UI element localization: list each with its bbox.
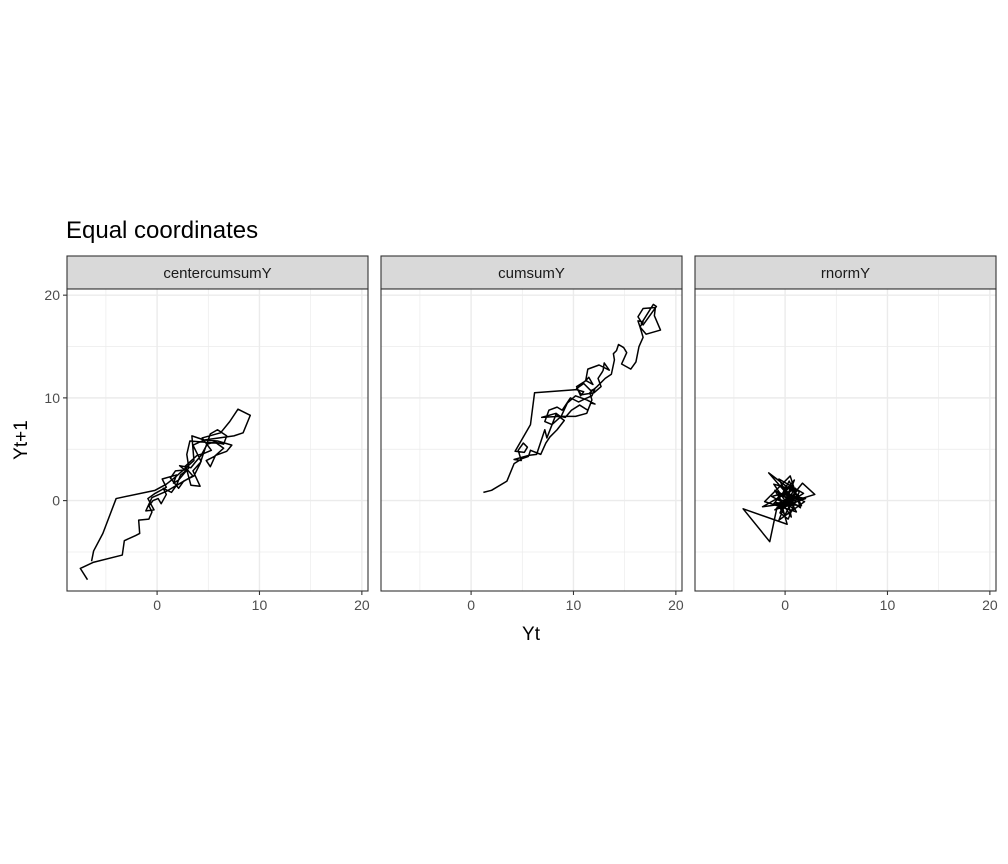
x-tick-label: 0 <box>781 597 789 613</box>
x-tick-label: 20 <box>982 597 998 613</box>
facet-strip <box>694 255 997 290</box>
y-tick-label: 20 <box>44 287 60 303</box>
facet-panels: centercumsumY cumsumY rnormY <box>66 255 997 592</box>
panel-border <box>66 288 369 592</box>
panel-border <box>694 288 997 592</box>
x-tick-label: 0 <box>467 597 475 613</box>
y-axis-title: Yt+1 <box>11 420 32 460</box>
y-tick-label: 0 <box>52 493 60 509</box>
y-tick-label: 10 <box>44 390 60 406</box>
x-tick-label: 10 <box>880 597 896 613</box>
panel-background <box>67 289 368 591</box>
x-axis-title: Yt <box>522 624 541 645</box>
facet-strip-label: rnormY <box>821 265 870 282</box>
panel-background <box>381 289 682 591</box>
x-tick-label: 20 <box>354 597 370 613</box>
panel-background <box>695 289 996 591</box>
chart-title: Equal coordinates <box>66 217 258 244</box>
x-tick-label: 10 <box>252 597 268 613</box>
x-tick-label: 20 <box>668 597 684 613</box>
series-line-cumsumY <box>483 303 662 494</box>
facet-strip <box>66 255 369 290</box>
panel-border <box>380 288 683 592</box>
x-axes: 0 10 20 0 10 20 0 10 20 <box>153 591 998 613</box>
x-tick-label: 10 <box>566 597 582 613</box>
series-line-centercumsumY <box>79 408 252 581</box>
x-tick-label: 0 <box>153 597 161 613</box>
facet-panel-centercumsumY: centercumsumY <box>66 255 369 592</box>
facet-panel-cumsumY: cumsumY <box>380 255 683 592</box>
y-axis: 0 10 20 <box>44 287 67 509</box>
facet-strip-label: cumsumY <box>498 265 565 282</box>
series-line-rnormY <box>742 472 816 543</box>
facet-strip-label: centercumsumY <box>163 265 271 282</box>
facet-panel-rnormY: rnormY <box>694 255 997 592</box>
